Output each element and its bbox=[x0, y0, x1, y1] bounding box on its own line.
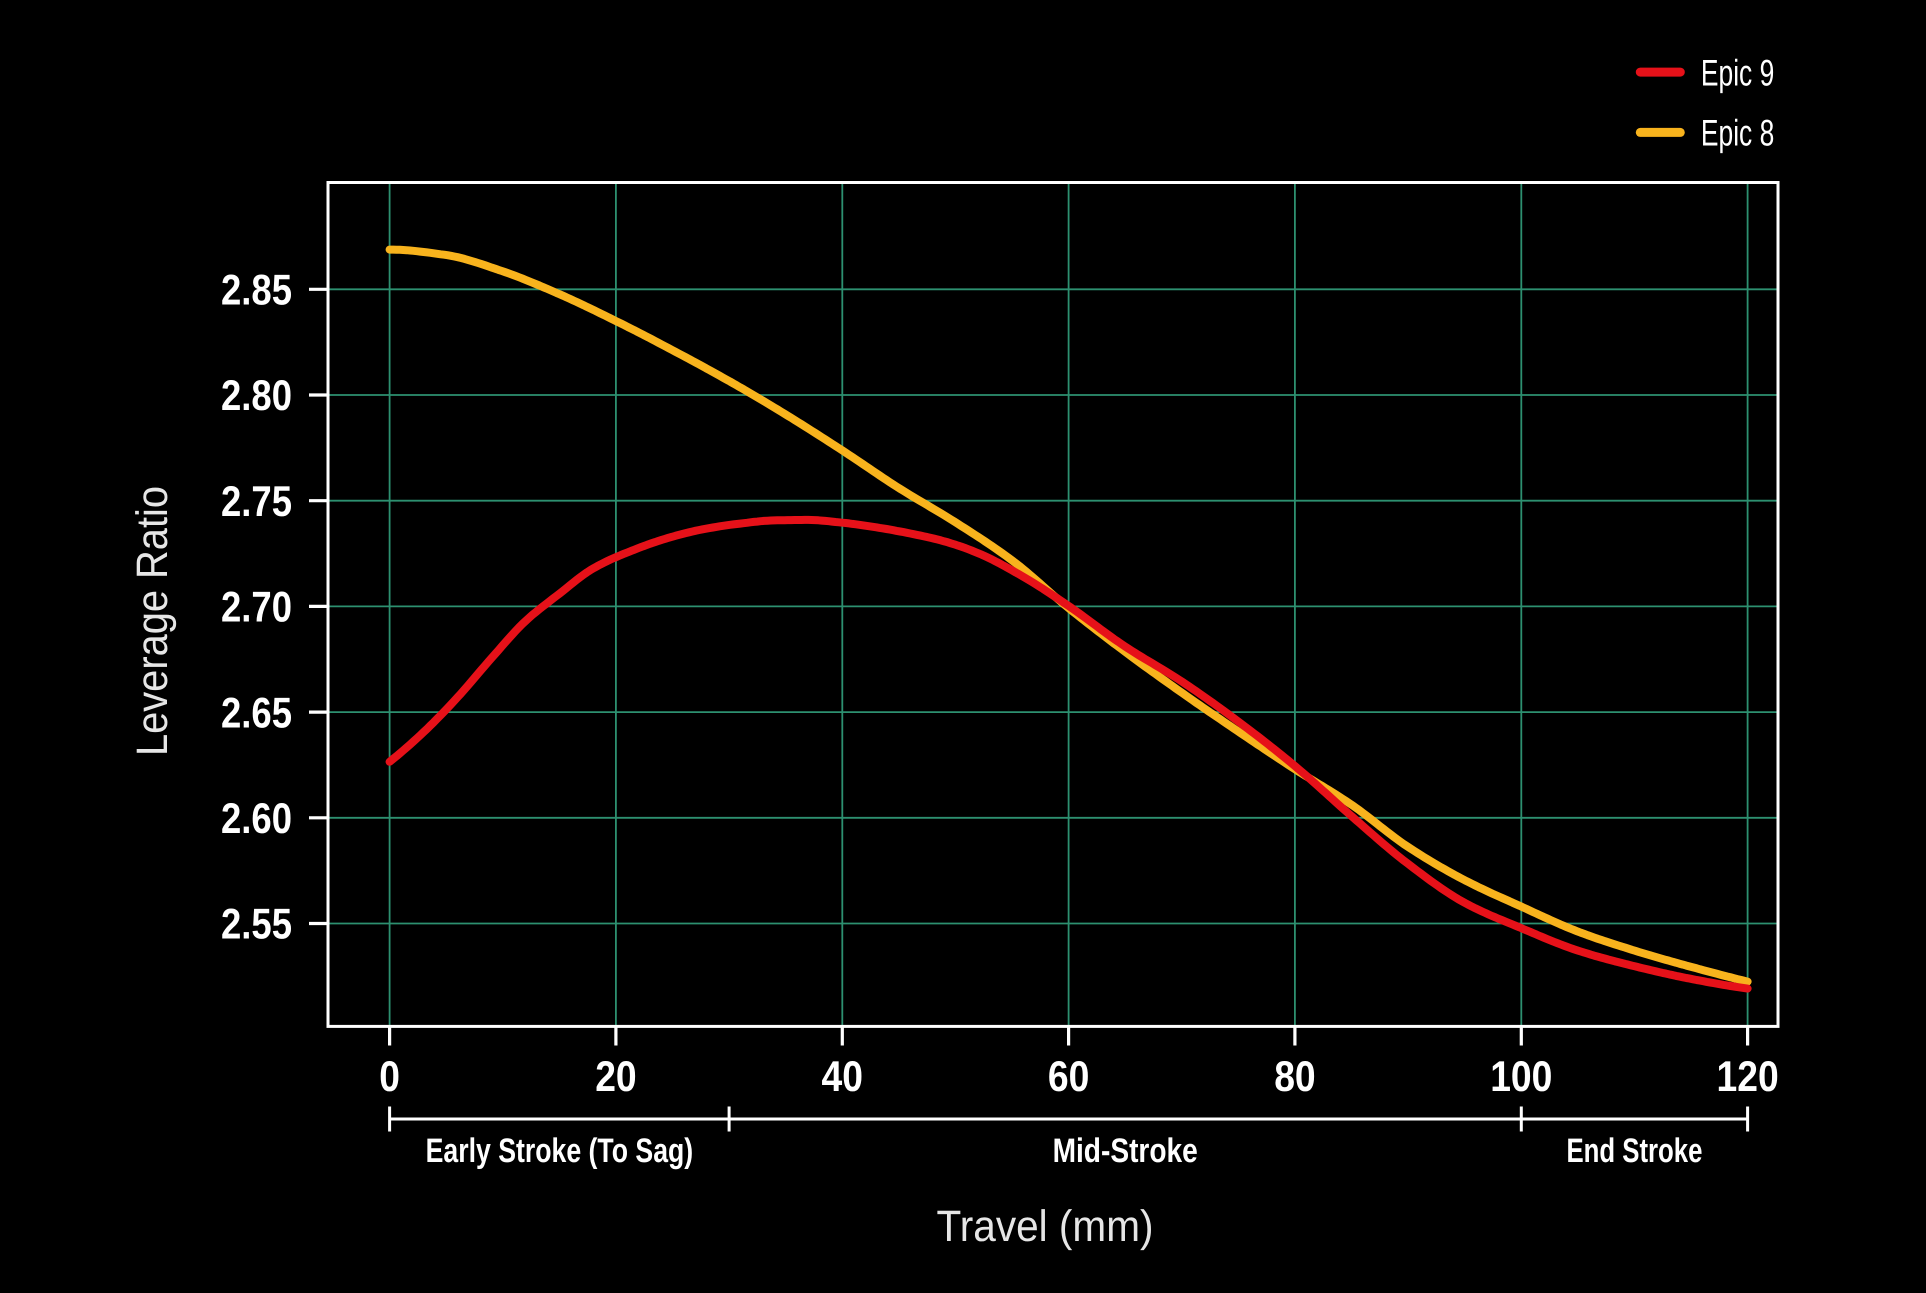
svg-text:Early Stroke (To Sag): Early Stroke (To Sag) bbox=[426, 1132, 694, 1170]
svg-text:2.55: 2.55 bbox=[221, 901, 292, 949]
svg-text:60: 60 bbox=[1048, 1053, 1090, 1101]
svg-text:0: 0 bbox=[379, 1053, 400, 1101]
svg-text:2.75: 2.75 bbox=[221, 478, 292, 526]
svg-text:Leverage Ratio: Leverage Ratio bbox=[128, 486, 177, 756]
svg-text:2.85: 2.85 bbox=[221, 267, 292, 315]
svg-text:End Stroke: End Stroke bbox=[1567, 1132, 1703, 1170]
svg-text:Epic 9: Epic 9 bbox=[1701, 52, 1774, 93]
svg-text:Travel (mm): Travel (mm) bbox=[937, 1202, 1154, 1251]
svg-text:2.60: 2.60 bbox=[221, 795, 292, 843]
svg-text:120: 120 bbox=[1717, 1053, 1779, 1101]
svg-text:2.65: 2.65 bbox=[221, 689, 292, 737]
svg-text:40: 40 bbox=[822, 1053, 864, 1101]
svg-text:20: 20 bbox=[595, 1053, 637, 1101]
svg-text:80: 80 bbox=[1274, 1053, 1316, 1101]
svg-text:100: 100 bbox=[1490, 1053, 1552, 1101]
svg-text:Epic 8: Epic 8 bbox=[1701, 113, 1774, 154]
svg-text:2.70: 2.70 bbox=[221, 584, 292, 632]
svg-text:2.80: 2.80 bbox=[221, 372, 292, 420]
svg-text:Mid-Stroke: Mid-Stroke bbox=[1053, 1132, 1198, 1170]
